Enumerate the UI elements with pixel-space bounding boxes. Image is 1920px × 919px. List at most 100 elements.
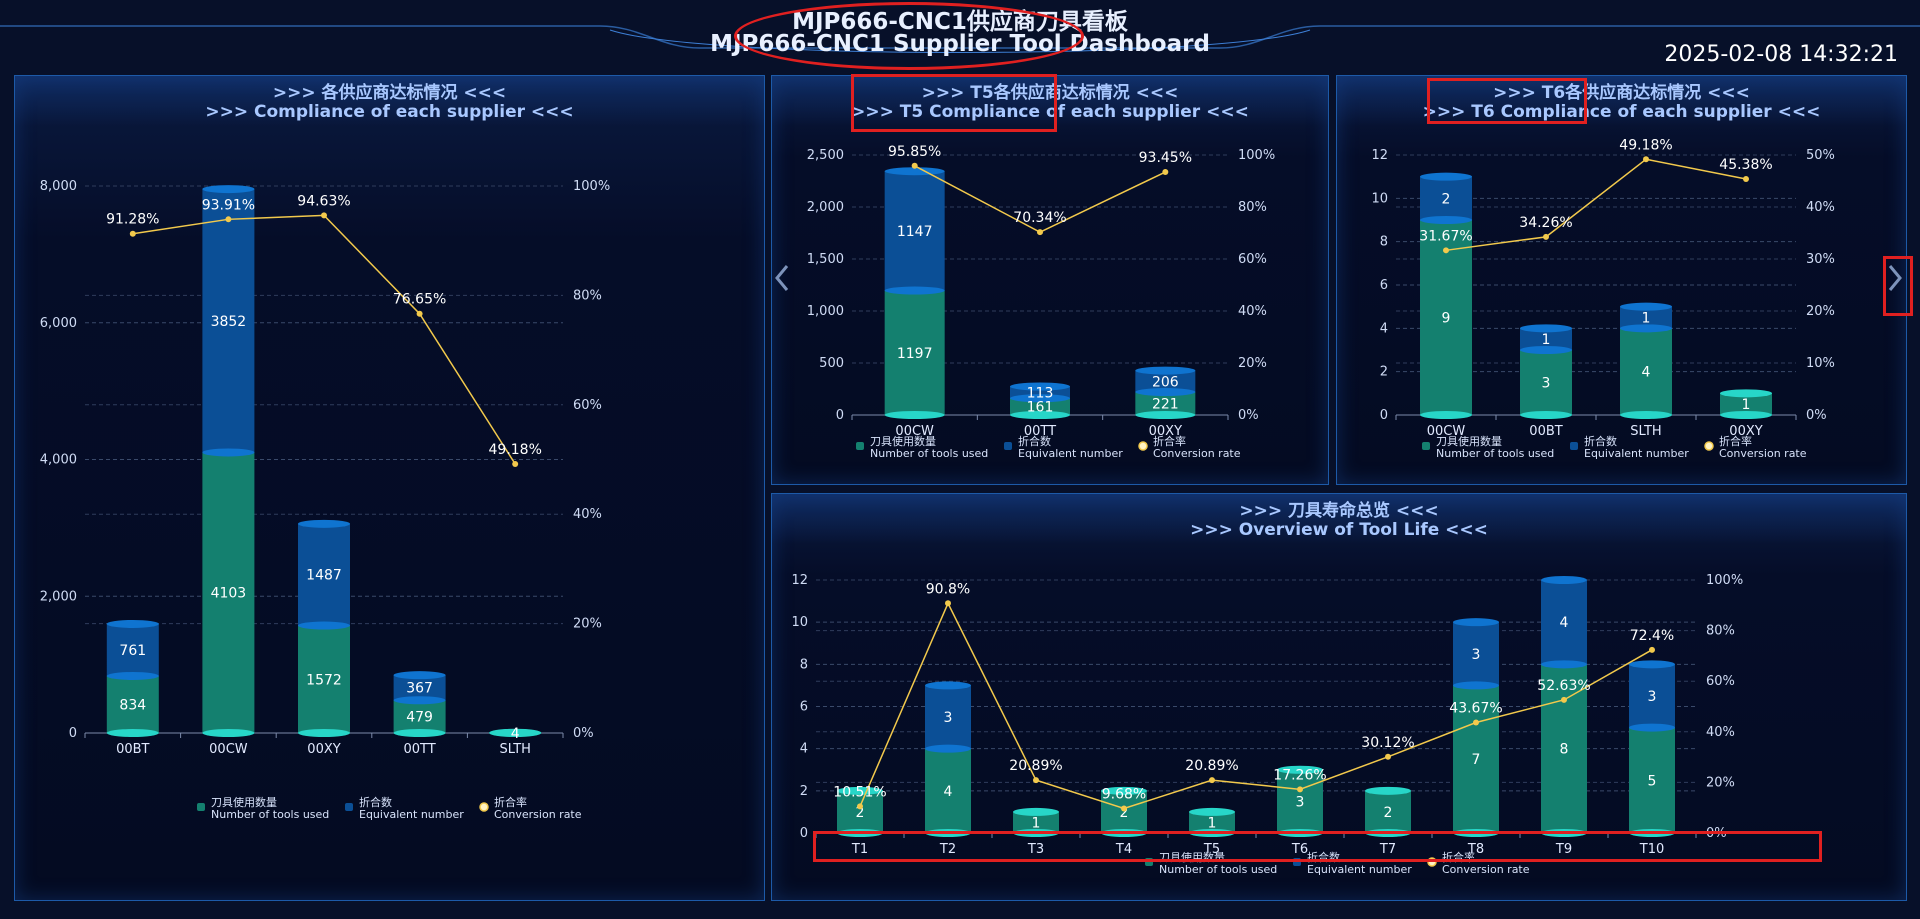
bar-top-cap xyxy=(1135,366,1196,375)
y-tick-label: 4 xyxy=(800,742,808,757)
legend-label-cn: 折合率 xyxy=(1719,434,1752,448)
chevron-left-icon[interactable] xyxy=(772,262,792,301)
y-tick-label: 0 xyxy=(1380,408,1388,423)
y-tick-label: 4,000 xyxy=(40,453,77,468)
conversion-rate-label: 93.45% xyxy=(1139,150,1192,166)
conversion-rate-line xyxy=(1445,158,1747,252)
conversion-rate-label: 31.67% xyxy=(1419,228,1472,244)
bar-used xyxy=(1365,790,1411,833)
x-tick-label: T7 xyxy=(1379,842,1396,857)
bar-used xyxy=(1541,664,1587,833)
y2-tick-label: 80% xyxy=(1238,200,1267,215)
panel-supplier-compliance: >>> 各供应商达标情况 <<< >>> Compliance of each … xyxy=(14,75,765,901)
bar-equivalent-label: 113 xyxy=(1027,385,1054,401)
y2-tick-label: 80% xyxy=(1706,624,1735,639)
legend-label-en: Conversion rate xyxy=(1153,447,1241,460)
y-tick-label: 6,000 xyxy=(40,316,77,331)
conversion-rate-point xyxy=(1297,786,1303,793)
bar-equivalent-label: 4 xyxy=(1560,615,1569,631)
bar-equivalent xyxy=(202,189,255,453)
legend-label-cn: 折合率 xyxy=(494,795,527,809)
bar-used xyxy=(1620,328,1672,415)
conversion-rate-label: 20.89% xyxy=(1009,758,1062,774)
bar-used-label: 161 xyxy=(1027,400,1054,416)
y2-tick-label: 40% xyxy=(1706,725,1735,740)
y2-tick-label: 100% xyxy=(573,179,610,194)
bar-used-label: 1 xyxy=(1208,815,1217,831)
y2-tick-label: 20% xyxy=(573,617,602,632)
legend-label-cn: 折合数 xyxy=(1584,434,1617,448)
conversion-rate-point xyxy=(1561,696,1567,703)
panel-title-cn: >>> T6各供应商达标情况 <<< xyxy=(1493,83,1750,103)
y-tick-label: 0 xyxy=(836,408,844,423)
legend-swatch xyxy=(1422,442,1430,450)
y2-tick-label: 40% xyxy=(1806,200,1835,215)
conversion-rate-point xyxy=(1037,229,1043,236)
bar-mid-cap xyxy=(1010,394,1070,403)
datetime-display: 2025-02-08 14:32:21 xyxy=(1664,42,1898,67)
bar-used-label: 479 xyxy=(406,710,433,726)
conversion-rate-point xyxy=(225,216,232,223)
panel-title-cn: >>> 各供应商达标情况 <<< xyxy=(272,83,507,103)
legend-label-en: Equivalent number xyxy=(1584,447,1689,460)
bar-equivalent xyxy=(1620,306,1672,329)
conversion-rate-label: 91.28% xyxy=(106,212,159,228)
x-tick-label: T5 xyxy=(1203,842,1220,857)
chevron-right-icon[interactable] xyxy=(1885,262,1905,301)
panel-title-cn: >>> 刀具寿命总览 <<< xyxy=(1239,501,1439,521)
conversion-rate-label: 52.63% xyxy=(1537,678,1590,694)
y-tick-label: 2,500 xyxy=(807,148,844,163)
bar-equivalent-label: 1147 xyxy=(897,224,933,240)
bar-top-cap xyxy=(1620,302,1672,311)
y-tick-label: 6 xyxy=(800,700,808,715)
bar-used xyxy=(837,790,883,833)
bar-used-label: 7 xyxy=(1472,752,1481,768)
bar-top-cap xyxy=(1277,765,1323,774)
bar-equivalent xyxy=(1541,580,1587,665)
bar-equivalent xyxy=(925,685,971,749)
x-tick-label: 00CW xyxy=(1427,424,1466,439)
bar-top-cap xyxy=(1720,389,1772,398)
y2-tick-label: 40% xyxy=(1238,304,1267,319)
panel-title-en: >>> Compliance of each supplier <<< xyxy=(205,102,574,122)
panel-t6-compliance: >>> T6各供应商达标情况 <<< >>> T6 Compliance of … xyxy=(1336,75,1907,485)
bar-mid-cap xyxy=(202,448,255,457)
y2-tick-label: 50% xyxy=(1806,148,1835,163)
y-tick-label: 12 xyxy=(791,573,808,588)
conversion-rate-line xyxy=(132,214,516,465)
y2-tick-label: 60% xyxy=(573,398,602,413)
x-tick-label: 00XY xyxy=(1149,424,1182,439)
panel-title-en: >>> T6 Compliance of each supplier <<< xyxy=(1422,102,1821,122)
bar-equivalent xyxy=(1420,176,1472,220)
bar-base-cap xyxy=(298,729,350,737)
annotation-box-t5-title xyxy=(851,74,1057,132)
x-tick-label: SLTH xyxy=(499,742,530,757)
x-tick-label: T8 xyxy=(1467,842,1484,857)
bar-mid-cap xyxy=(1420,216,1472,224)
bar-mid-cap xyxy=(1135,388,1196,397)
conversion-rate-line xyxy=(859,601,1653,810)
bar-mid-cap xyxy=(1620,324,1672,333)
conversion-rate-point xyxy=(1385,753,1391,760)
conversion-rate-point xyxy=(1543,233,1549,240)
bar-top-cap xyxy=(106,619,159,628)
legend-swatch xyxy=(345,803,353,811)
bar-base-cap xyxy=(1135,411,1196,419)
bar-equivalent xyxy=(1135,370,1196,393)
legend-label-en: Conversion rate xyxy=(494,808,582,821)
bar-used-label: 2 xyxy=(856,805,865,821)
conversion-rate-point xyxy=(945,600,951,607)
bar-mid-cap xyxy=(1541,660,1587,669)
bar-used xyxy=(1013,811,1059,833)
bar-used-label: 4 xyxy=(511,726,520,742)
annotation-box-tool-axis xyxy=(813,831,1822,862)
bar-equivalent-label: 2 xyxy=(1442,191,1451,207)
bar-used-label: 3 xyxy=(1542,376,1551,392)
conversion-rate-label: 34.26% xyxy=(1519,215,1572,231)
y-tick-label: 12 xyxy=(1371,148,1388,163)
